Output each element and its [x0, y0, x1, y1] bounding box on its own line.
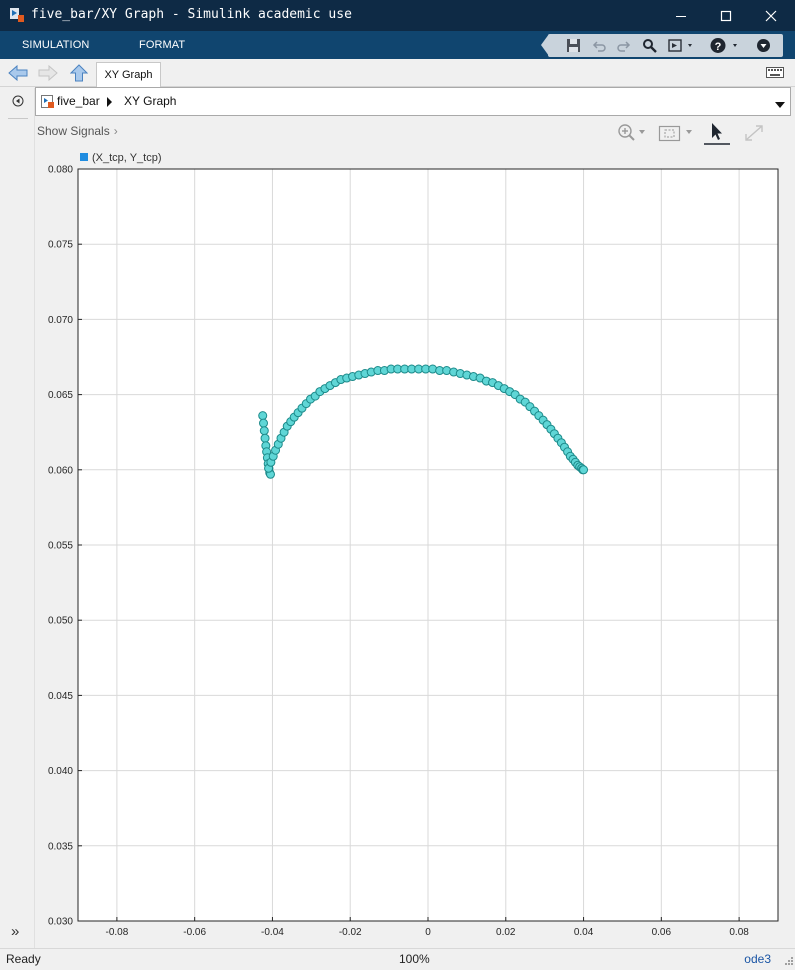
save-icon [566, 39, 580, 52]
ribbon-bar: SIMULATION FORMAT ? [0, 31, 795, 59]
back-button[interactable] [7, 63, 29, 83]
undo-icon [592, 41, 606, 52]
forward-button[interactable] [37, 63, 59, 83]
save-button[interactable] [564, 36, 582, 55]
simulink-app-icon [9, 7, 25, 23]
minimize-button[interactable] [658, 0, 704, 31]
arrow-right-icon [38, 65, 58, 81]
minimize-icon [676, 15, 686, 17]
y-tick-label: 0.050 [48, 616, 73, 627]
x-tick-label: -0.04 [261, 927, 284, 938]
zoom-level[interactable]: 100% [399, 952, 430, 966]
x-tick-label: 0.06 [652, 927, 672, 938]
x-tick-label: -0.08 [105, 927, 128, 938]
data-point [259, 426, 269, 436]
breadcrumb-separator-icon [106, 96, 113, 110]
x-tick-label: -0.06 [183, 927, 206, 938]
fit-to-view-icon [658, 125, 692, 142]
y-tick-label: 0.075 [48, 240, 73, 251]
y-tick-label: 0.040 [48, 766, 73, 777]
collapse-ribbon-button[interactable] [753, 36, 773, 55]
chevron-down-icon [756, 39, 770, 52]
redo-icon [616, 41, 630, 52]
y-tick-label: 0.030 [48, 917, 73, 928]
legend-label: (X_tcp, Y_tcp) [92, 152, 162, 164]
zoom-button[interactable] [617, 121, 647, 145]
data-point [260, 433, 270, 443]
expand-arrows-icon [745, 125, 763, 141]
legend[interactable]: (X_tcp, Y_tcp) [80, 152, 162, 164]
solver-link[interactable]: ode3 [744, 952, 771, 966]
svg-text:?: ? [715, 41, 722, 53]
fit-to-view-button[interactable] [658, 121, 696, 145]
zoom-in-icon [618, 124, 645, 141]
chevron-right-icon: › [113, 124, 118, 138]
maximize-icon [720, 10, 732, 21]
help-icon: ? [710, 38, 737, 53]
x-tick-label: -0.02 [339, 927, 362, 938]
left-toolstrip [0, 88, 35, 948]
run-options-button[interactable] [666, 36, 700, 55]
model-icon [41, 95, 55, 112]
navigation-bar: XY Graph [0, 59, 795, 87]
divider [8, 118, 28, 119]
title-bar: five_bar/XY Graph - Simulink academic us… [0, 0, 795, 31]
arrow-left-icon [8, 65, 28, 81]
close-icon [765, 10, 777, 21]
keyboard-icon[interactable] [766, 67, 784, 81]
xy-plot[interactable]: -0.08 -0.06 -0.04 -0.02 0 0.02 0.04 0.06 0.08 0.0… [35, 148, 791, 946]
x-tick-label: 0 [425, 927, 431, 938]
breadcrumb-block[interactable]: XY Graph [124, 94, 177, 108]
arrow-up-icon [70, 64, 88, 82]
show-signals-label: Show Signals [37, 124, 110, 138]
cursor-select-button[interactable] [703, 121, 731, 145]
up-button[interactable] [68, 63, 90, 83]
address-dropdown-icon[interactable] [775, 98, 785, 112]
close-button[interactable] [748, 0, 794, 31]
maximize-button[interactable] [703, 0, 749, 31]
help-button[interactable]: ? [708, 36, 744, 55]
cursor-arrow-icon [704, 123, 730, 145]
resize-grip-icon[interactable] [783, 954, 793, 968]
y-tick-label: 0.045 [48, 691, 73, 702]
y-tick-label: 0.080 [48, 165, 73, 176]
tab-xy-graph[interactable]: XY Graph [96, 62, 161, 87]
status-bar: Ready 100% ode3 [0, 948, 795, 970]
x-tick-label: 0.08 [729, 927, 749, 938]
data-point [258, 411, 268, 421]
undo-button[interactable] [590, 36, 608, 55]
breadcrumb-model[interactable]: five_bar [57, 94, 100, 108]
legend-swatch [80, 153, 88, 161]
data-point [259, 418, 268, 428]
expand-browser-icon[interactable]: » [11, 923, 20, 940]
redo-button[interactable] [614, 36, 632, 55]
xy-graph-panel: -0.08 -0.06 -0.04 -0.02 0 0.02 0.04 0.06 0.08 0.0… [35, 148, 791, 946]
quick-access-toolbar-edge [541, 34, 549, 56]
hide-model-browser-icon[interactable] [12, 95, 24, 110]
y-tick-label: 0.060 [48, 465, 73, 476]
show-signals-button[interactable]: Show Signals › [37, 124, 118, 138]
y-tick-label: 0.065 [48, 390, 73, 401]
x-tick-label: 0.02 [496, 927, 516, 938]
run-options-icon [668, 39, 692, 52]
y-tick-label: 0.035 [48, 841, 73, 852]
y-tick-label: 0.070 [48, 315, 73, 326]
x-tick-label: 0.04 [574, 927, 594, 938]
window-title: five_bar/XY Graph - Simulink academic us… [31, 7, 352, 22]
fullscreen-button[interactable] [743, 121, 765, 145]
address-bar[interactable]: five_bar XY Graph [35, 87, 791, 116]
status-text: Ready [6, 952, 41, 966]
data-point [579, 465, 589, 475]
y-tick-label: 0.055 [48, 541, 73, 552]
quick-access-toolbar: ? [548, 34, 783, 57]
tab-simulation[interactable]: SIMULATION [22, 39, 90, 51]
tab-format[interactable]: FORMAT [139, 39, 186, 51]
search-button[interactable] [640, 36, 658, 55]
search-icon [642, 39, 657, 53]
